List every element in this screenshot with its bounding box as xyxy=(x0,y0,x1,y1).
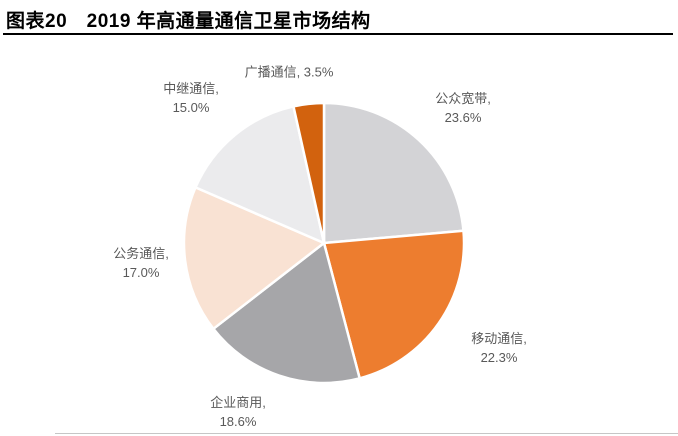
page-bottom-border xyxy=(55,433,678,434)
pie-label-relay-communication: 中继通信, 15.0% xyxy=(163,81,219,115)
pie-label-official-communication: 公务通信, 17.0% xyxy=(113,246,169,280)
pie-slice-official-communication xyxy=(182,186,326,331)
title-underline xyxy=(3,33,673,35)
chart-title: 图表20 2019 年高通量通信卫星市场结构 xyxy=(6,11,371,32)
pie-slice-relay-communication xyxy=(194,105,326,245)
pie-label-public-broadband: 公众宽带, 23.6% xyxy=(435,91,491,125)
pie-label-broadcast-communication: 广播通信, 3.5% xyxy=(244,64,334,80)
pie-slice-enterprise-commercial xyxy=(212,241,361,385)
pie-slice-public-broadband xyxy=(322,101,465,245)
pie-slice-mobile-communication xyxy=(322,229,466,380)
pie-slice-broadcast-communication xyxy=(292,101,326,245)
pie-label-mobile-communication: 移动通信, 22.3% xyxy=(471,331,527,365)
pie-label-enterprise-commercial: 企业商用, 18.6% xyxy=(210,395,266,429)
